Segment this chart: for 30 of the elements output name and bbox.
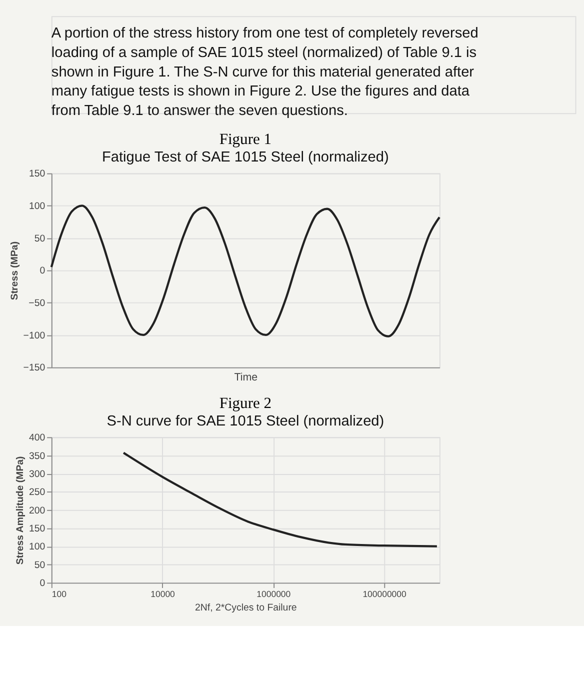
- y-tick-label: 100: [28, 542, 46, 553]
- caption: Figure 1: [219, 131, 272, 148]
- x-tick-label: 100000000: [362, 588, 406, 599]
- y-axis-title: Stress (MPa): [9, 241, 20, 300]
- x-tick-label: 100: [52, 588, 67, 599]
- y-tick-label: 200: [28, 505, 46, 516]
- y-tick-label: 350: [28, 450, 46, 462]
- y-tick-label: 150: [28, 524, 46, 535]
- text: A portion of the stress history from one test of completely reversed loading of a sample of SAE 1015 steel (normalized) of Table 9.1 is shown in Figure 1. The S-N curve for this material generated after many fatigue tests is shown in Figure 2. Use the figures and data from Table 9.1 to answer the seven questions.: [51, 25, 478, 120]
- y-tick-label: 0: [40, 266, 46, 277]
- x-tick-label: 1000000: [256, 588, 291, 599]
- y-axis-title: Stress Amplitude (MPa): [15, 456, 26, 565]
- line-series: [50, 204, 441, 338]
- y-tick-label: 150: [28, 168, 46, 180]
- y-tick-label: 50: [34, 560, 46, 571]
- y-tick-label: 300: [28, 468, 46, 480]
- y-tick-label: 400: [28, 432, 46, 444]
- y-tick-label: 50: [34, 233, 46, 244]
- chart-title: Fatigue Test of SAE 1015 Steel (normalized): [102, 150, 389, 166]
- chart-title: S-N curve for SAE 1015 Steel (normalized): [106, 414, 384, 430]
- x-axis-title: 2Nf, 2*Cycles to Failure: [195, 602, 297, 614]
- x-axis-title: Time: [234, 371, 258, 384]
- y-tick-label: −100: [23, 330, 46, 342]
- caption: Figure 2: [219, 395, 272, 412]
- y-tick-label: 250: [28, 487, 46, 498]
- y-tick-label: 100: [28, 201, 46, 212]
- x-tick-label: 10000: [150, 588, 176, 599]
- y-tick-label: −150: [23, 362, 46, 374]
- y-tick-label: −50: [28, 298, 46, 310]
- y-tick-label: 0: [40, 578, 46, 590]
